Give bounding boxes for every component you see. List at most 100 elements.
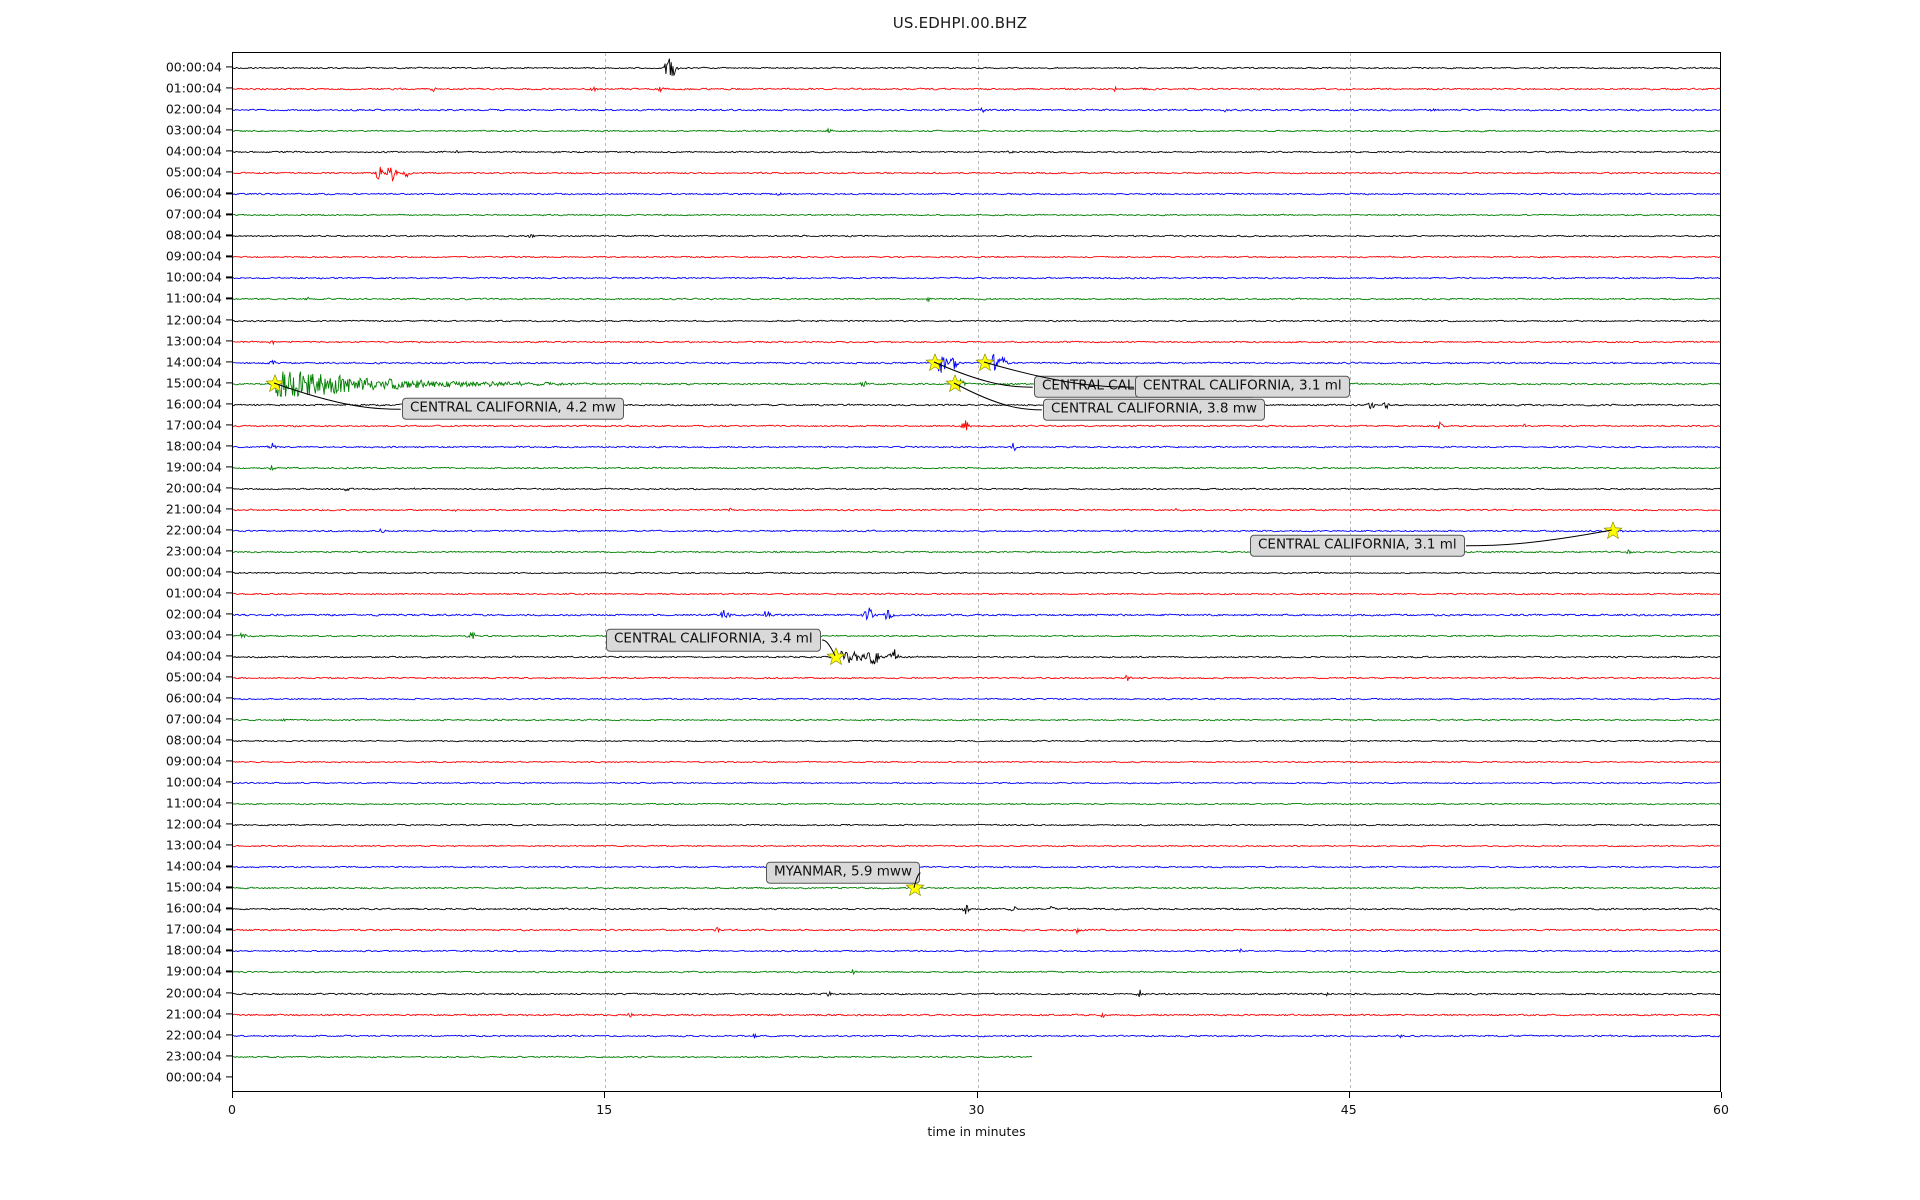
event-star-marker[interactable] (925, 353, 945, 372)
y-tick-mark (226, 213, 232, 215)
y-tick-label: 08:00:04 (165, 732, 222, 748)
x-tick-label: 15 (596, 1102, 613, 1117)
y-tick-mark (226, 360, 232, 363)
y-tick-mark (226, 171, 232, 173)
y-tick-label: 06:00:04 (165, 185, 222, 201)
y-tick-mark (226, 382, 232, 384)
y-tick-mark (226, 297, 232, 300)
y-tick-mark (226, 276, 232, 279)
y-tick-mark (226, 129, 232, 131)
y-tick-label: 01:00:04 (165, 585, 222, 601)
y-tick-mark (226, 739, 232, 741)
y-tick-label: 11:00:04 (165, 290, 222, 306)
event-annotation-label[interactable]: CENTRAL CALIFORNIA, 3.8 mw (1043, 398, 1265, 421)
y-tick-mark (226, 150, 232, 152)
y-tick-mark (226, 66, 232, 68)
x-tick-label: 30 (968, 1102, 985, 1117)
y-tick-label: 14:00:04 (165, 354, 222, 370)
y-tick-label: 12:00:04 (165, 816, 222, 832)
marker-layer (233, 53, 1720, 1091)
y-tick-mark (226, 676, 232, 678)
y-tick-mark (226, 192, 232, 194)
y-tick-label: 14:00:04 (165, 858, 222, 874)
y-tick-label: 04:00:04 (165, 143, 222, 159)
y-tick-mark (226, 592, 232, 594)
x-tick-mark (1721, 1092, 1723, 1098)
x-axis-title: time in minutes (927, 1124, 1026, 1139)
y-tick-mark (226, 928, 232, 931)
y-tick-mark (226, 87, 232, 89)
y-tick-label: 23:00:04 (165, 543, 222, 559)
y-tick-mark (226, 1055, 232, 1057)
y-tick-label: 03:00:04 (165, 122, 222, 138)
y-tick-label: 00:00:04 (165, 1069, 222, 1085)
event-star-marker[interactable] (1603, 521, 1623, 540)
plot-inner (233, 53, 1720, 1091)
y-tick-mark (226, 655, 232, 657)
y-tick-mark (226, 697, 232, 699)
y-tick-mark (226, 571, 232, 573)
y-tick-mark (226, 108, 232, 110)
event-annotation-label[interactable]: CENTRAL CALIFORNIA, 3.1 ml (1250, 534, 1465, 557)
event-annotation-label[interactable]: MYANMAR, 5.9 mww (766, 861, 921, 884)
y-tick-label: 09:00:04 (165, 248, 222, 264)
y-tick-label: 10:00:04 (165, 774, 222, 790)
y-tick-mark (226, 339, 232, 342)
y-tick-label: 16:00:04 (165, 396, 222, 412)
y-tick-mark (226, 508, 232, 510)
y-tick-label: 09:00:04 (165, 753, 222, 769)
y-tick-label: 13:00:04 (165, 837, 222, 853)
y-tick-label: 15:00:04 (165, 375, 222, 391)
y-tick-label: 02:00:04 (165, 606, 222, 622)
x-tick-mark (604, 1092, 606, 1098)
y-tick-label: 13:00:04 (165, 333, 222, 349)
y-tick-label: 11:00:04 (165, 795, 222, 811)
y-tick-label: 21:00:04 (165, 1006, 222, 1022)
y-tick-mark (226, 466, 232, 468)
y-tick-label: 05:00:04 (165, 669, 222, 685)
y-tick-mark (226, 907, 232, 909)
y-tick-mark (226, 529, 232, 531)
x-tick-label: 0 (228, 1102, 236, 1117)
y-tick-mark (226, 487, 232, 489)
x-tick-mark (976, 1092, 978, 1098)
y-tick-mark (226, 865, 232, 867)
y-tick-label: 22:00:04 (165, 522, 222, 538)
y-tick-mark (226, 802, 232, 804)
event-star-marker[interactable] (826, 647, 846, 667)
y-tick-label: 19:00:04 (165, 459, 222, 475)
y-tick-label: 21:00:04 (165, 501, 222, 517)
y-tick-mark (226, 634, 232, 636)
page-title: US.EDHPI.00.BHZ (892, 14, 1028, 32)
y-tick-label: 05:00:04 (165, 164, 222, 180)
y-tick-mark (226, 255, 232, 258)
y-tick-label: 06:00:04 (165, 690, 222, 706)
y-tick-label: 17:00:04 (165, 417, 222, 433)
y-tick-mark (226, 844, 232, 846)
y-tick-mark (226, 234, 232, 236)
y-tick-mark (226, 781, 232, 783)
y-tick-label: 22:00:04 (165, 1027, 222, 1043)
y-tick-mark (226, 403, 232, 405)
event-star-marker[interactable] (945, 374, 965, 393)
event-annotation-label[interactable]: CENTRAL CALIFORNIA, 3.4 ml (606, 628, 821, 652)
y-tick-label: 18:00:04 (165, 942, 222, 958)
y-tick-label: 08:00:04 (165, 227, 222, 243)
y-tick-label: 03:00:04 (165, 627, 222, 643)
y-tick-label: 04:00:04 (165, 648, 222, 664)
event-annotation-label[interactable]: CENTRAL CALIFORNIA, 4.2 mw (402, 397, 624, 421)
y-tick-label: 07:00:04 (165, 206, 222, 222)
event-star-marker[interactable] (265, 374, 285, 393)
event-annotation-label[interactable]: CENTRAL CALIFORNIA, 3.1 ml (1135, 375, 1350, 399)
y-tick-label: 02:00:04 (165, 101, 222, 117)
y-tick-label: 12:00:04 (165, 312, 222, 328)
x-tick-label: 45 (1340, 1102, 1357, 1117)
y-tick-mark (226, 949, 232, 952)
x-tick-mark (1348, 1092, 1350, 1098)
y-tick-label: 00:00:04 (165, 564, 222, 580)
x-tick-label: 60 (1713, 1102, 1729, 1117)
y-tick-label: 07:00:04 (165, 711, 222, 727)
y-tick-mark (226, 1012, 232, 1015)
event-star-marker[interactable] (975, 353, 995, 372)
